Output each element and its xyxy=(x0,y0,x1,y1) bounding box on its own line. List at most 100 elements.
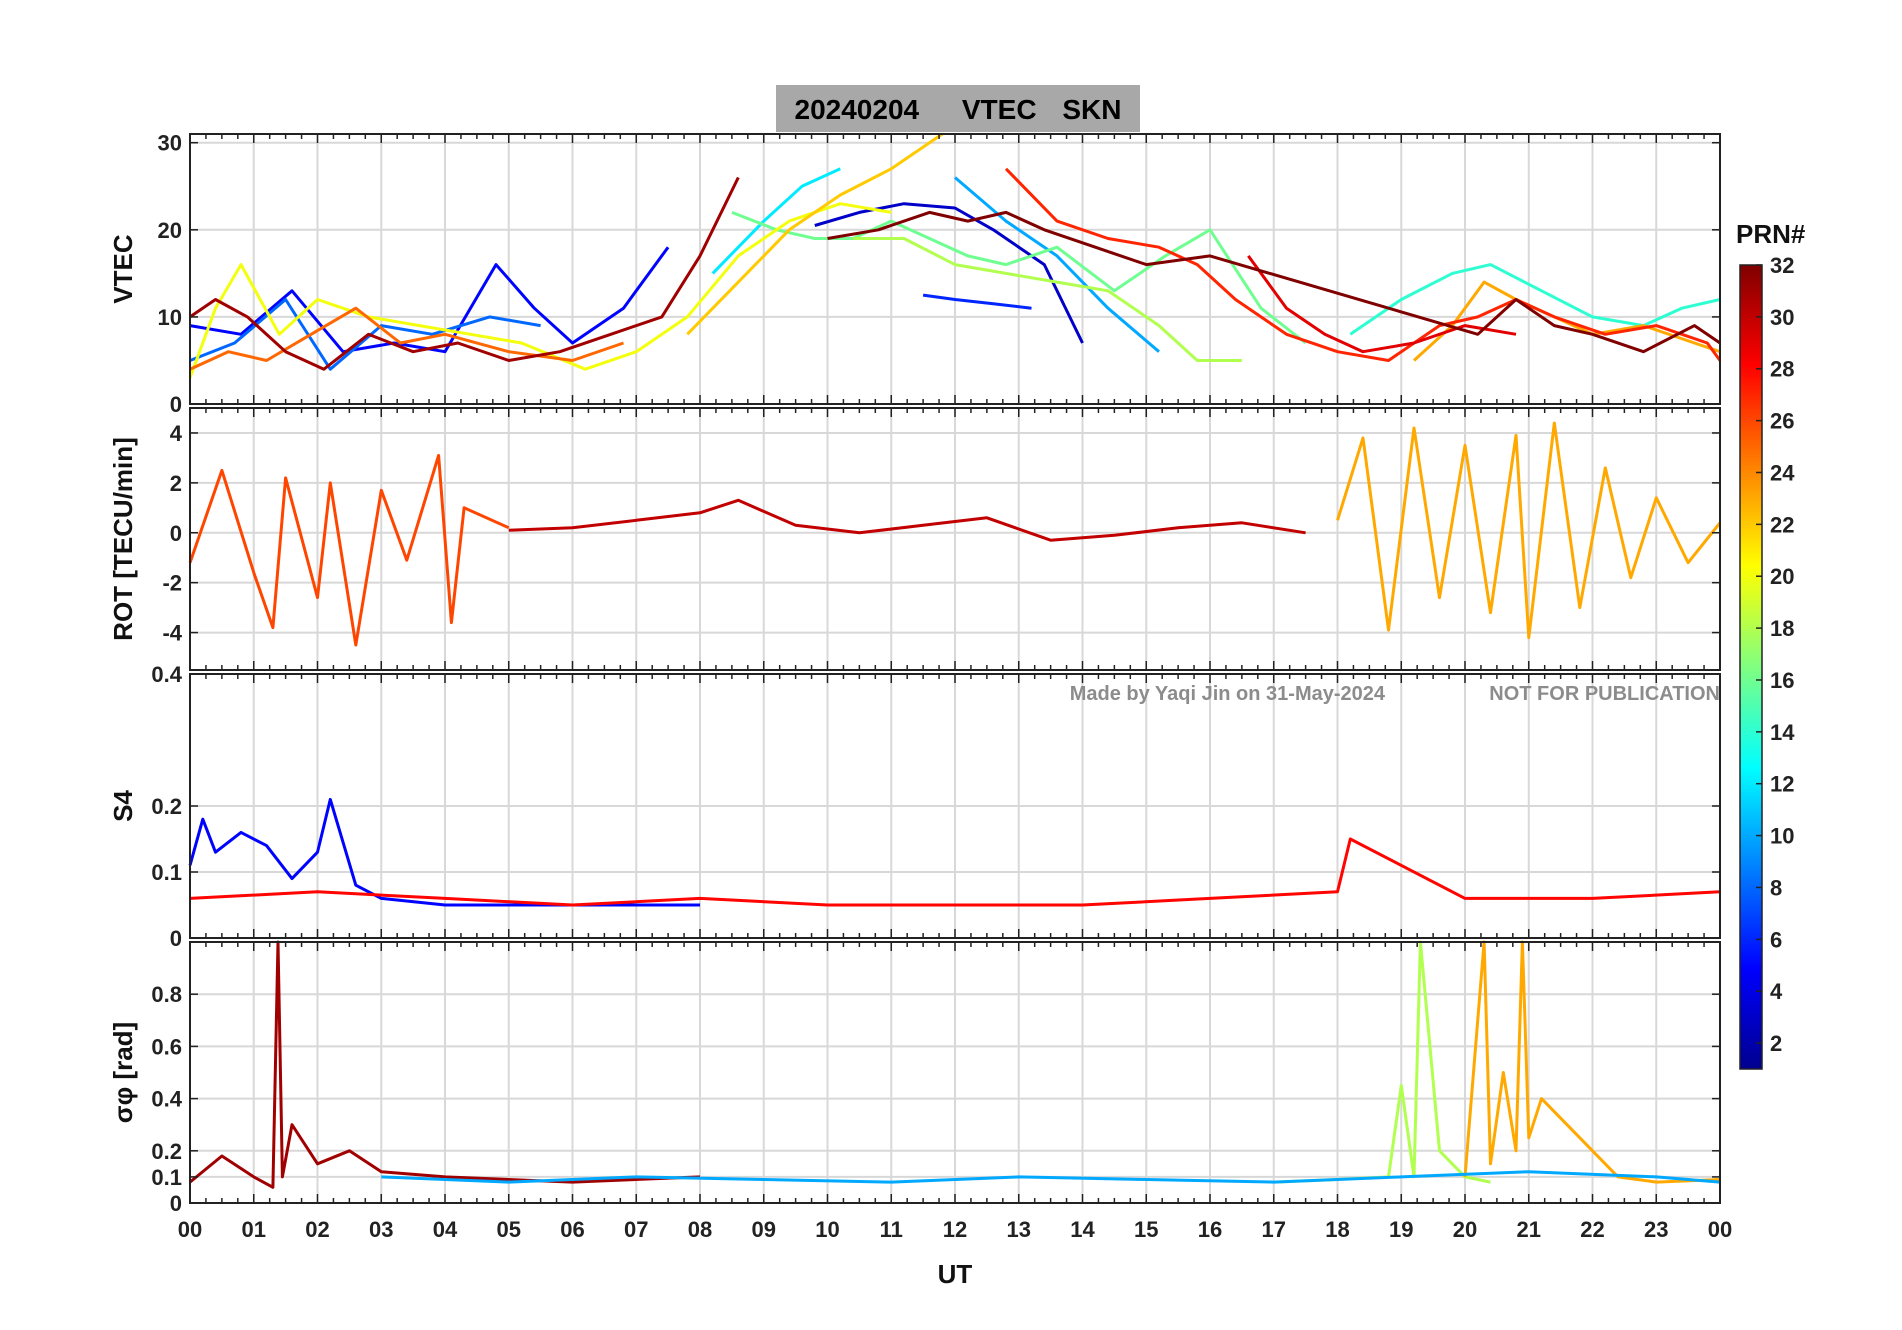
watermark-notice: NOT FOR PUBLICATION xyxy=(1489,683,1720,705)
title-station: SKN xyxy=(1062,94,1121,125)
x-tick-label: 08 xyxy=(688,1217,712,1242)
colorbar-tick-label: 20 xyxy=(1770,564,1794,589)
x-tick-label: 12 xyxy=(943,1217,967,1242)
colorbar-tick-label: 28 xyxy=(1770,357,1794,382)
x-tick-label: 15 xyxy=(1134,1217,1158,1242)
series-line-prn-28 xyxy=(189,837,1721,907)
y-tick-label: 0.1 xyxy=(151,860,182,885)
colorbar-tick-label: 18 xyxy=(1770,616,1794,641)
y-tick-label: 0.8 xyxy=(151,982,182,1007)
x-tick-label: 22 xyxy=(1580,1217,1604,1242)
chart-title: 20240204 VTEC SKN xyxy=(795,94,1122,125)
series-line-prn-8 xyxy=(189,298,541,371)
series-line-prn-27 xyxy=(1004,167,1722,362)
y-tick-label: 30 xyxy=(158,131,182,156)
colorbar-tick-label: 22 xyxy=(1770,512,1794,537)
colorbar-tick-label: 6 xyxy=(1770,927,1782,952)
colorbar-tick-label: 8 xyxy=(1770,875,1782,900)
colorbar-tick-label: 30 xyxy=(1770,305,1794,330)
title-date: 20240204 xyxy=(795,94,920,125)
panel-vtec: 0 10 20 30 VTEC xyxy=(108,131,1722,417)
y-tick-label: 0 xyxy=(170,392,182,417)
x-tick-label: 20 xyxy=(1453,1217,1477,1242)
panel-rot: -4 -2 0 2 4 ROT [TECU/min] xyxy=(108,407,1722,671)
x-tick-label: 13 xyxy=(1007,1217,1031,1242)
series-line-prn-5 xyxy=(189,246,670,354)
colorbar-tick-label: 26 xyxy=(1770,409,1794,434)
series-line-prn-29 xyxy=(1247,255,1517,354)
series-line-prn-22 xyxy=(686,132,944,336)
series-line-prn-10 xyxy=(954,176,1160,353)
y-tick-label: -2 xyxy=(162,571,182,596)
series-line-prn-23 xyxy=(1336,421,1722,640)
y-tick-label: 4 xyxy=(170,421,183,446)
colorbar-label: PRN# xyxy=(1736,219,1806,249)
series-line-prn-32 xyxy=(827,210,1721,354)
series-line-prn-23 xyxy=(1463,940,1721,1184)
x-tick-label: 06 xyxy=(560,1217,584,1242)
title-box: 20240204 VTEC SKN xyxy=(776,85,1140,132)
y-tick-label: -4 xyxy=(162,621,182,646)
x-tick-label: 00 xyxy=(1708,1217,1732,1242)
y-tick-label: 0.6 xyxy=(151,1034,182,1059)
watermark-author: Made by Yaqi Jin on 31-May-2024 xyxy=(1070,683,1386,705)
x-tick-label: 19 xyxy=(1389,1217,1413,1242)
colorbar-tick-label: 2 xyxy=(1770,1031,1782,1056)
panel-s4: 0 0.1 0.2 0.4 S4 xyxy=(108,662,1721,951)
y-tick-label: 10 xyxy=(158,305,182,330)
y-axis-label-s4: S4 xyxy=(108,790,138,822)
y-tick-label: 0 xyxy=(170,926,182,951)
x-tick-label: 16 xyxy=(1198,1217,1222,1242)
x-tick-label: 01 xyxy=(242,1217,266,1242)
y-tick-label: 0 xyxy=(170,521,182,546)
colorbar-tick-label: 16 xyxy=(1770,668,1794,693)
title-quantity: VTEC xyxy=(962,94,1037,125)
x-tick-label: 05 xyxy=(497,1217,521,1242)
series-line-prn-26 xyxy=(188,453,510,647)
x-tick-label: 00 xyxy=(178,1217,202,1242)
colorbar-tick-label: 32 xyxy=(1770,253,1794,278)
colorbar-tick-label: 10 xyxy=(1770,824,1794,849)
x-tick-label: 17 xyxy=(1262,1217,1286,1242)
y-tick-label: 2 xyxy=(170,471,182,496)
x-tick-label: 11 xyxy=(880,1217,903,1242)
series-line-prn-18 xyxy=(853,237,1242,362)
series-line-prn-20 xyxy=(188,202,892,379)
y-axis-label-vtec: VTEC xyxy=(108,234,138,304)
colorbar-tick-label: 4 xyxy=(1770,979,1783,1004)
series-line-prn-6 xyxy=(922,293,1032,310)
series-line-prn-12 xyxy=(711,167,841,275)
colorbar-tick-label: 12 xyxy=(1770,772,1794,797)
panel-sigma_phi: 00.10.2 0.4 0.6 0.8 σφ [rad] xyxy=(108,940,1721,1216)
series-line-prn-5 xyxy=(188,797,700,907)
y-tick-label: 0.4 xyxy=(151,1087,182,1112)
y-tick-label: 0.2 xyxy=(151,794,182,819)
y-tick-label: 0.2 xyxy=(151,1139,182,1164)
x-axis-label: UT xyxy=(938,1259,973,1289)
y-tick-label: 0 xyxy=(170,1191,182,1216)
x-tick-label: 21 xyxy=(1517,1217,1541,1242)
x-tick-label: 02 xyxy=(305,1217,329,1242)
series-line-prn-30 xyxy=(508,498,1306,542)
series-line-prn-16 xyxy=(731,211,1307,345)
x-tick-label: 03 xyxy=(369,1217,393,1242)
colorbar-tick-label: 14 xyxy=(1770,720,1795,745)
x-tick-label: 04 xyxy=(433,1217,458,1242)
x-tick-label: 14 xyxy=(1070,1217,1095,1242)
y-tick-label: 0.1 xyxy=(151,1165,182,1190)
colorbar-tick-label: 24 xyxy=(1770,460,1795,485)
series-line-prn-10 xyxy=(381,1170,1721,1184)
series-line-prn-31 xyxy=(189,940,701,1189)
series-line-prn-3 xyxy=(814,202,1084,344)
x-tick-label: 09 xyxy=(752,1217,776,1242)
x-tick-label: 18 xyxy=(1325,1217,1349,1242)
y-axis-label-rot: ROT [TECU/min] xyxy=(108,437,138,641)
x-tick-label: 23 xyxy=(1644,1217,1668,1242)
colorbar-gradient xyxy=(1739,264,1763,1070)
series-line-prn-14 xyxy=(1349,263,1721,336)
x-tick-label: 07 xyxy=(624,1217,648,1242)
series-line-prn-31 xyxy=(189,176,740,371)
